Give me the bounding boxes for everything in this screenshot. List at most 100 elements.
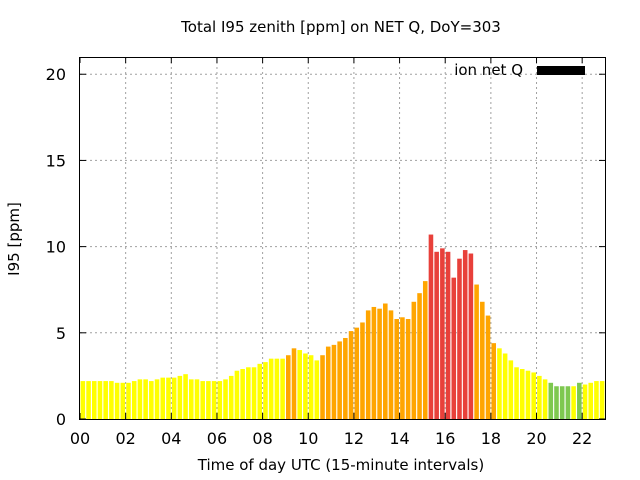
bar	[217, 381, 223, 419]
bar	[228, 375, 234, 419]
y-tick-label: 20	[46, 65, 66, 84]
bar	[223, 379, 228, 419]
y-tick-label: 0	[56, 410, 66, 429]
x-tick-label: 14	[389, 429, 409, 448]
x-tick-label: 10	[298, 429, 318, 448]
chart-title: Total I95 zenith [ppm] on NET Q, DoY=303	[180, 18, 501, 36]
bar	[405, 319, 411, 419]
bar	[246, 367, 251, 419]
bar	[257, 363, 263, 419]
bar	[131, 381, 137, 419]
bars	[80, 234, 605, 419]
bar	[577, 382, 582, 419]
bar	[331, 344, 337, 419]
bar	[497, 348, 502, 419]
x-tick-label: 16	[435, 429, 455, 448]
bar	[440, 248, 445, 419]
legend: ion net Q	[454, 61, 585, 79]
x-tick-label: 06	[207, 429, 227, 448]
y-axis-label: I95 [ppm]	[5, 202, 23, 276]
bar	[137, 379, 143, 419]
bar	[103, 381, 108, 419]
legend-swatch	[537, 66, 585, 75]
bar	[571, 386, 576, 419]
bar	[303, 353, 308, 419]
grid	[80, 57, 605, 419]
x-tick-label: 00	[70, 429, 90, 448]
bar	[291, 348, 297, 419]
bar	[548, 382, 554, 419]
x-tick-label: 20	[526, 429, 546, 448]
bar	[308, 355, 314, 419]
x-tick-label: 22	[572, 429, 592, 448]
bar	[171, 377, 177, 419]
bar	[183, 374, 188, 419]
bar	[149, 381, 154, 419]
bar	[263, 362, 268, 419]
bar	[474, 284, 479, 419]
bar	[97, 381, 103, 419]
y-tick-label: 5	[56, 324, 66, 343]
bar	[411, 301, 417, 419]
bar	[360, 322, 365, 419]
bar	[348, 331, 354, 419]
bar	[337, 341, 342, 419]
y-tick-labels: 0 5 10 15 20	[46, 65, 66, 429]
x-axis-label: Time of day UTC (15-minute intervals)	[197, 456, 484, 474]
bar	[394, 319, 399, 419]
bar	[120, 382, 126, 419]
bar	[188, 379, 194, 419]
bar	[274, 358, 280, 419]
bar	[286, 355, 291, 419]
bar	[177, 375, 183, 419]
bar	[80, 381, 86, 419]
plot-frame	[79, 57, 606, 420]
bar	[559, 386, 565, 419]
bar	[508, 360, 514, 419]
bar	[491, 343, 497, 419]
bar	[542, 379, 548, 419]
legend-label: ion net Q	[454, 61, 523, 79]
bar	[514, 367, 519, 419]
bar	[166, 377, 171, 419]
y-tick-label: 15	[46, 151, 66, 170]
bar	[599, 381, 605, 419]
bar	[160, 377, 166, 419]
x-tick-label: 08	[252, 429, 272, 448]
bar	[537, 375, 542, 419]
x-tick-label: 02	[115, 429, 135, 448]
bar	[434, 251, 439, 419]
bar	[240, 369, 245, 419]
x-tick-label: 04	[161, 429, 181, 448]
bar	[428, 234, 434, 419]
y-tick-label: 10	[46, 238, 66, 257]
bar	[314, 360, 320, 419]
bar	[200, 381, 205, 419]
bar	[343, 337, 348, 419]
bar	[91, 381, 97, 419]
bar	[388, 310, 394, 419]
bar	[354, 327, 360, 419]
bar	[211, 381, 217, 419]
bar	[86, 381, 91, 419]
bar	[371, 306, 377, 419]
bar	[206, 381, 211, 419]
bar	[422, 281, 428, 419]
bar	[588, 382, 594, 419]
bar	[268, 358, 274, 419]
bar	[502, 353, 508, 419]
bar	[565, 386, 571, 419]
bar	[280, 358, 285, 419]
bar	[109, 381, 114, 419]
bar	[417, 293, 422, 419]
bar	[154, 379, 160, 419]
bar	[194, 379, 200, 419]
bar	[445, 251, 451, 419]
bar	[400, 317, 405, 419]
bar	[143, 379, 148, 419]
bar	[377, 308, 382, 419]
bar	[468, 253, 474, 419]
bar	[480, 301, 485, 419]
bar	[582, 384, 588, 419]
